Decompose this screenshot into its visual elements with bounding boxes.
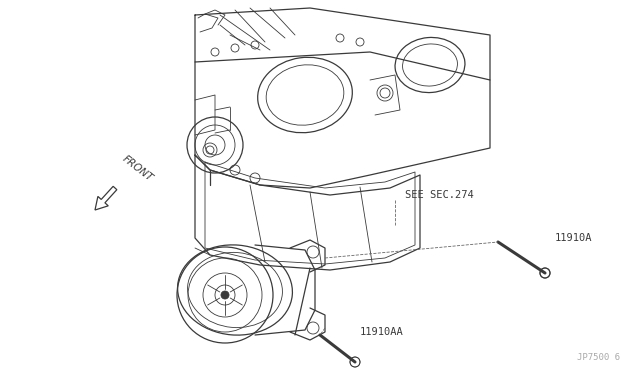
Text: JP7500 6: JP7500 6	[577, 353, 620, 362]
Text: FRONT: FRONT	[120, 153, 154, 183]
Text: 11910A: 11910A	[555, 233, 593, 243]
Text: SEE SEC.274: SEE SEC.274	[405, 190, 474, 200]
Circle shape	[350, 357, 360, 367]
Text: 11910AA: 11910AA	[360, 327, 404, 337]
Circle shape	[540, 268, 550, 278]
Circle shape	[221, 291, 229, 299]
